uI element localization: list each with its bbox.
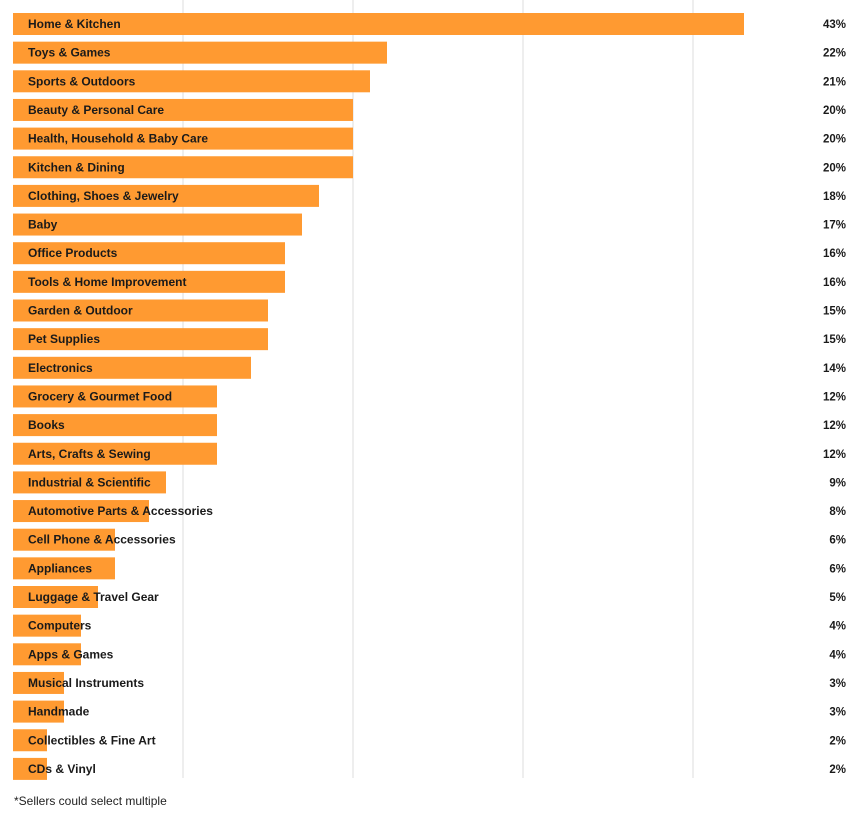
- category-label: Cell Phone & Accessories: [28, 533, 176, 547]
- bar: [13, 70, 370, 93]
- value-label: 4%: [829, 649, 846, 661]
- category-label: Kitchen & Dining: [28, 160, 125, 174]
- bar: [13, 13, 744, 35]
- category-label: Garden & Outdoor: [28, 304, 133, 318]
- bar: [13, 213, 302, 236]
- value-label: 5%: [829, 592, 846, 604]
- category-label: Beauty & Personal Care: [28, 103, 164, 117]
- bar: [13, 500, 149, 523]
- bar: [13, 729, 47, 752]
- category-label: Toys & Games: [28, 46, 111, 60]
- bar: [13, 242, 285, 265]
- bar: [13, 98, 353, 121]
- bar: [13, 643, 81, 666]
- value-label: 16%: [823, 248, 846, 260]
- bar-chart: Home & Kitchen Toys & Games Sports & Outdo…: [13, 0, 846, 780]
- category-label: Pet Supplies: [28, 332, 100, 346]
- bar: [13, 127, 353, 150]
- bar: [13, 41, 387, 64]
- category-label: Handmade: [28, 705, 90, 719]
- value-label: 20%: [823, 105, 846, 117]
- bar: [13, 442, 217, 465]
- category-label: Tools & Home Improvement: [28, 275, 186, 289]
- value-label: 4%: [829, 621, 846, 633]
- category-label: CDs & Vinyl: [28, 762, 96, 776]
- value-label: 14%: [823, 363, 846, 375]
- category-label: Electronics: [28, 361, 93, 375]
- value-labels: 43% 22% 21% 20% 20% 20% 18% 17% 16% 16% 15% 15% 14% 1…: [823, 19, 846, 776]
- category-label: Automotive Parts & Accessories: [28, 504, 213, 518]
- footnote: *Sellers could select multiple: [14, 794, 167, 808]
- value-label: 12%: [823, 391, 846, 403]
- value-label: 2%: [829, 735, 846, 747]
- value-label: 17%: [823, 220, 846, 232]
- bar: [13, 671, 64, 694]
- value-label: 20%: [823, 134, 846, 146]
- bars: [13, 13, 744, 780]
- bar: [13, 299, 268, 322]
- bar: [13, 385, 217, 408]
- category-label: Collectibles & Fine Art: [28, 733, 156, 747]
- bar: [13, 156, 353, 179]
- value-label: 6%: [829, 563, 846, 575]
- category-label: Baby: [28, 218, 58, 232]
- value-label: 6%: [829, 535, 846, 547]
- category-labels: Home & Kitchen Toys & Games Sports & Outdo…: [28, 17, 213, 776]
- bar: [13, 614, 81, 637]
- category-label: Musical Instruments: [28, 676, 144, 690]
- category-label: Computers: [28, 619, 92, 633]
- value-label: 21%: [823, 76, 846, 88]
- value-label: 3%: [829, 707, 846, 719]
- category-label: Grocery & Gourmet Food: [28, 389, 172, 403]
- category-label: Luggage & Travel Gear: [28, 590, 159, 604]
- value-label: 3%: [829, 678, 846, 690]
- value-label: 12%: [823, 449, 846, 461]
- bar: [13, 586, 98, 608]
- category-label: Sports & Outdoors: [28, 74, 136, 88]
- value-label: 8%: [829, 506, 846, 518]
- value-label: 43%: [823, 19, 846, 31]
- bar: [13, 184, 319, 207]
- bar: [13, 328, 268, 351]
- bar: [13, 700, 64, 723]
- category-label: Home & Kitchen: [28, 17, 121, 31]
- bar: [13, 557, 115, 580]
- bar: [13, 414, 217, 437]
- value-label: 18%: [823, 191, 846, 203]
- bar: [13, 471, 166, 494]
- category-label: Appliances: [28, 561, 92, 575]
- value-label: 2%: [829, 764, 846, 776]
- category-label: Office Products: [28, 246, 118, 260]
- value-label: 15%: [823, 306, 846, 318]
- category-label: Apps & Games: [28, 647, 114, 661]
- bar: [13, 528, 115, 551]
- bar: [13, 757, 47, 780]
- value-label: 12%: [823, 420, 846, 432]
- value-label: 22%: [823, 48, 846, 60]
- category-label: Clothing, Shoes & Jewelry: [28, 189, 179, 203]
- value-label: 20%: [823, 162, 846, 174]
- category-label: Industrial & Scientific: [28, 475, 151, 489]
- category-label: Health, Household & Baby Care: [28, 132, 208, 146]
- bar: [13, 356, 251, 379]
- value-label: 15%: [823, 334, 846, 346]
- category-label: Books: [28, 418, 65, 432]
- value-label: 9%: [829, 477, 846, 489]
- bar: [13, 270, 285, 293]
- value-label: 16%: [823, 277, 846, 289]
- category-label: Arts, Crafts & Sewing: [28, 447, 151, 461]
